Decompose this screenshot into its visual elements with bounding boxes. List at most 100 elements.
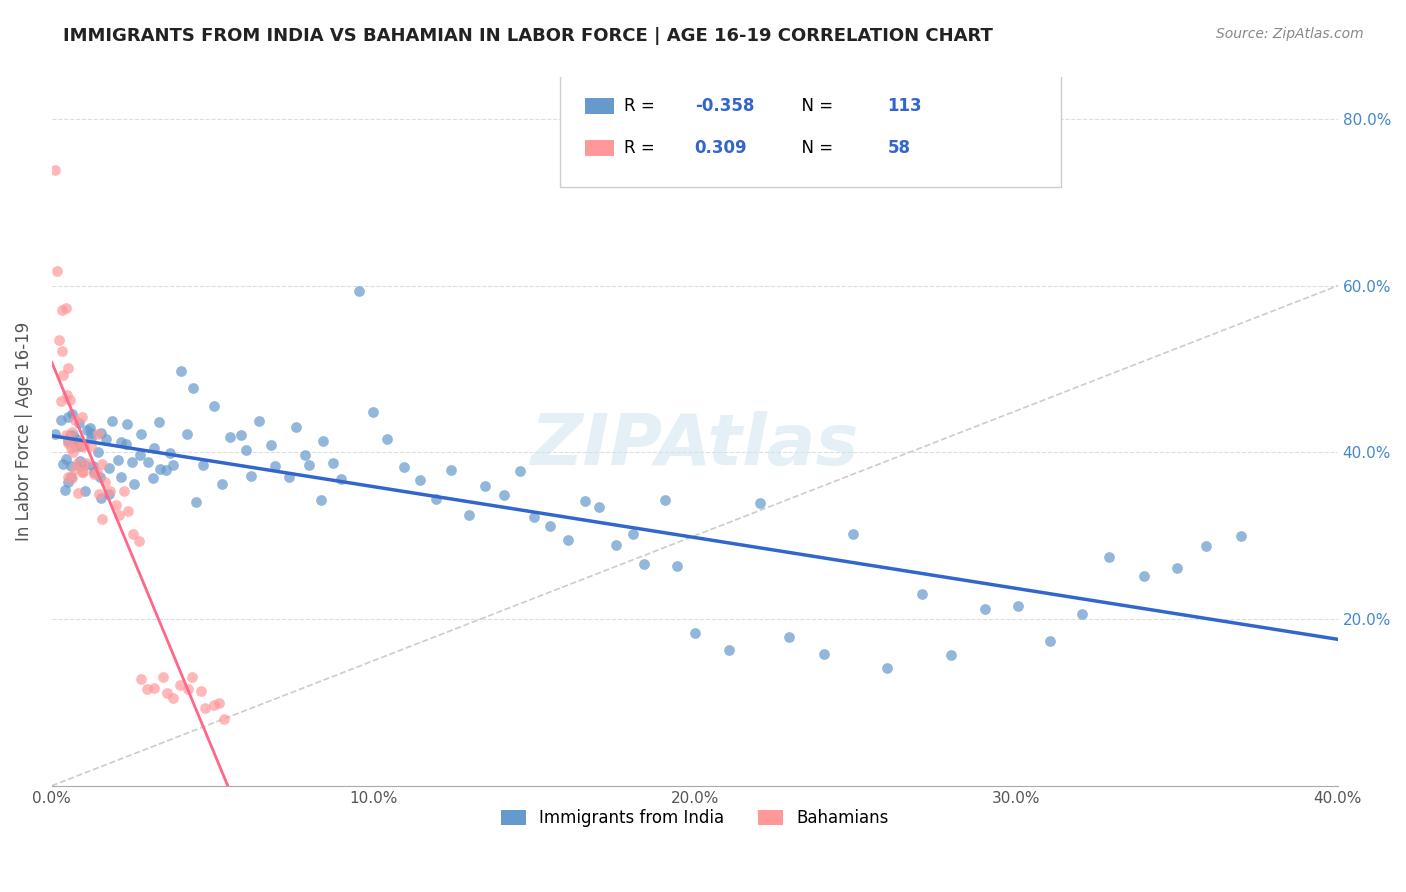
Point	[361, 405, 384, 419]
Y-axis label: In Labor Force | Age 16-19: In Labor Force | Age 16-19	[15, 322, 32, 541]
Point	[249, 414, 271, 428]
Text: 113: 113	[887, 96, 922, 115]
Point	[813, 647, 835, 661]
Point	[717, 643, 740, 657]
Legend: Immigrants from India, Bahamians: Immigrants from India, Bahamians	[495, 803, 896, 834]
Point	[48, 333, 70, 347]
Point	[56, 409, 79, 424]
Point	[278, 470, 301, 484]
Point	[159, 446, 181, 460]
Point	[83, 466, 105, 480]
Point	[143, 442, 166, 456]
Point	[749, 496, 772, 510]
Point	[169, 678, 191, 692]
Point	[177, 681, 200, 696]
Point	[79, 421, 101, 435]
Text: 0.309: 0.309	[695, 139, 748, 157]
Point	[294, 449, 316, 463]
Point	[121, 455, 143, 469]
Point	[298, 458, 321, 472]
Point	[523, 509, 546, 524]
Point	[52, 368, 75, 382]
Point	[841, 527, 863, 541]
Point	[86, 466, 108, 480]
Point	[55, 451, 77, 466]
Point	[162, 458, 184, 472]
Point	[82, 459, 104, 474]
Point	[605, 538, 627, 552]
Point	[56, 388, 79, 402]
Point	[44, 163, 66, 178]
Point	[1195, 539, 1218, 553]
Point	[69, 439, 91, 453]
Point	[194, 701, 217, 715]
Point	[51, 343, 73, 358]
Point	[621, 527, 644, 541]
Point	[1230, 529, 1253, 543]
Point	[108, 508, 131, 522]
Point	[128, 533, 150, 548]
Point	[96, 432, 118, 446]
Point	[240, 469, 263, 483]
Point	[181, 381, 204, 395]
Point	[73, 483, 96, 498]
Point	[218, 430, 240, 444]
Point	[911, 587, 934, 601]
Point	[1039, 634, 1062, 648]
Point	[58, 470, 80, 484]
Point	[588, 500, 610, 514]
Point	[56, 434, 79, 449]
Point	[73, 439, 96, 453]
Point	[1166, 560, 1188, 574]
Point	[212, 712, 235, 726]
Point	[1071, 607, 1094, 621]
Point	[876, 661, 898, 675]
Point	[425, 491, 447, 506]
Point	[60, 408, 83, 422]
Text: R =: R =	[624, 96, 659, 115]
Point	[75, 456, 97, 470]
Point	[69, 439, 91, 453]
Text: IMMIGRANTS FROM INDIA VS BAHAMIAN IN LABOR FORCE | AGE 16-19 CORRELATION CHART: IMMIGRANTS FROM INDIA VS BAHAMIAN IN LAB…	[63, 27, 993, 45]
Point	[142, 470, 165, 484]
Point	[72, 410, 94, 425]
Point	[117, 504, 139, 518]
Point	[117, 417, 139, 432]
Point	[778, 630, 800, 644]
Point	[112, 483, 135, 498]
Point	[128, 448, 150, 462]
Point	[90, 512, 112, 526]
Point	[329, 473, 352, 487]
Point	[115, 436, 138, 450]
Point	[65, 440, 87, 454]
Point	[322, 456, 344, 470]
Point	[129, 427, 152, 442]
Point	[152, 670, 174, 684]
Point	[235, 442, 257, 457]
Point	[56, 475, 79, 489]
Point	[72, 465, 94, 479]
Point	[440, 463, 463, 477]
Point	[90, 425, 112, 440]
Point	[98, 487, 121, 501]
Point	[67, 456, 90, 470]
Point	[101, 414, 124, 428]
Point	[94, 475, 117, 489]
Point	[89, 470, 111, 484]
Point	[492, 488, 515, 502]
Point	[181, 670, 204, 684]
Point	[69, 459, 91, 474]
Point	[60, 470, 83, 484]
Point	[49, 413, 72, 427]
Point	[1098, 549, 1121, 564]
Point	[51, 303, 73, 318]
Point	[129, 672, 152, 686]
Point	[104, 498, 127, 512]
Point	[65, 432, 87, 446]
FancyBboxPatch shape	[585, 140, 613, 156]
Point	[97, 461, 120, 475]
Point	[98, 484, 121, 499]
FancyBboxPatch shape	[585, 98, 613, 113]
Point	[70, 465, 93, 479]
Point	[155, 463, 177, 477]
